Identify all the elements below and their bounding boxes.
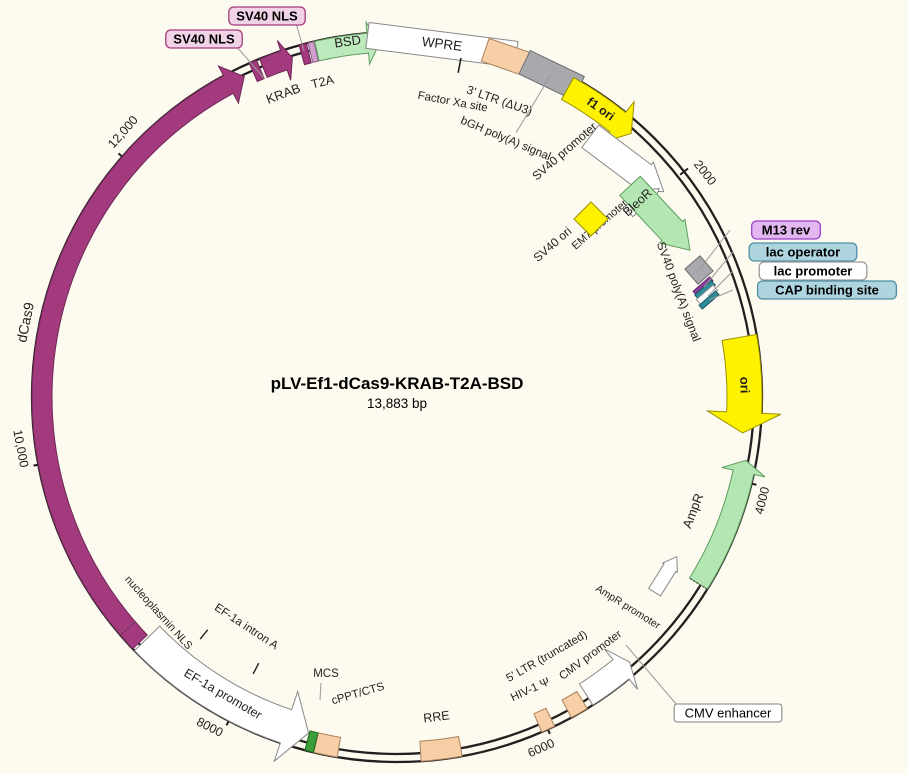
svg-text:SV40 NLS: SV40 NLS bbox=[173, 31, 235, 46]
svg-text:CAP binding site: CAP binding site bbox=[775, 282, 879, 297]
svg-text:SV40 ori: SV40 ori bbox=[530, 224, 574, 265]
svg-text:13,883 bp: 13,883 bp bbox=[367, 396, 427, 411]
svg-text:SV40 NLS: SV40 NLS bbox=[236, 8, 298, 23]
svg-text:pLV-Ef1-dCas9-KRAB-T2A-BSD: pLV-Ef1-dCas9-KRAB-T2A-BSD bbox=[271, 374, 524, 393]
svg-text:dCas9: dCas9 bbox=[13, 301, 37, 344]
svg-text:lac operator: lac operator bbox=[766, 244, 840, 259]
svg-text:MCS: MCS bbox=[313, 668, 339, 680]
svg-text:cPPT/CTS: cPPT/CTS bbox=[330, 681, 386, 708]
svg-text:2000: 2000 bbox=[691, 158, 719, 189]
svg-text:4000: 4000 bbox=[752, 485, 772, 515]
svg-text:CMV enhancer: CMV enhancer bbox=[685, 705, 772, 720]
svg-text:bGH poly(A) signal: bGH poly(A) signal bbox=[459, 115, 553, 163]
svg-text:lac promoter: lac promoter bbox=[774, 263, 853, 278]
svg-text:8000: 8000 bbox=[194, 715, 225, 740]
svg-text:M13 rev: M13 rev bbox=[762, 222, 811, 237]
svg-text:RRE: RRE bbox=[423, 708, 451, 725]
svg-text:T2A: T2A bbox=[310, 72, 336, 91]
svg-text:KRAB: KRAB bbox=[264, 80, 302, 106]
svg-text:6000: 6000 bbox=[526, 736, 557, 760]
svg-text:10,000: 10,000 bbox=[10, 428, 31, 468]
svg-text:AmpR: AmpR bbox=[679, 491, 706, 530]
svg-text:EF-1a intron A: EF-1a intron A bbox=[212, 602, 280, 653]
svg-text:ori: ori bbox=[737, 377, 753, 394]
